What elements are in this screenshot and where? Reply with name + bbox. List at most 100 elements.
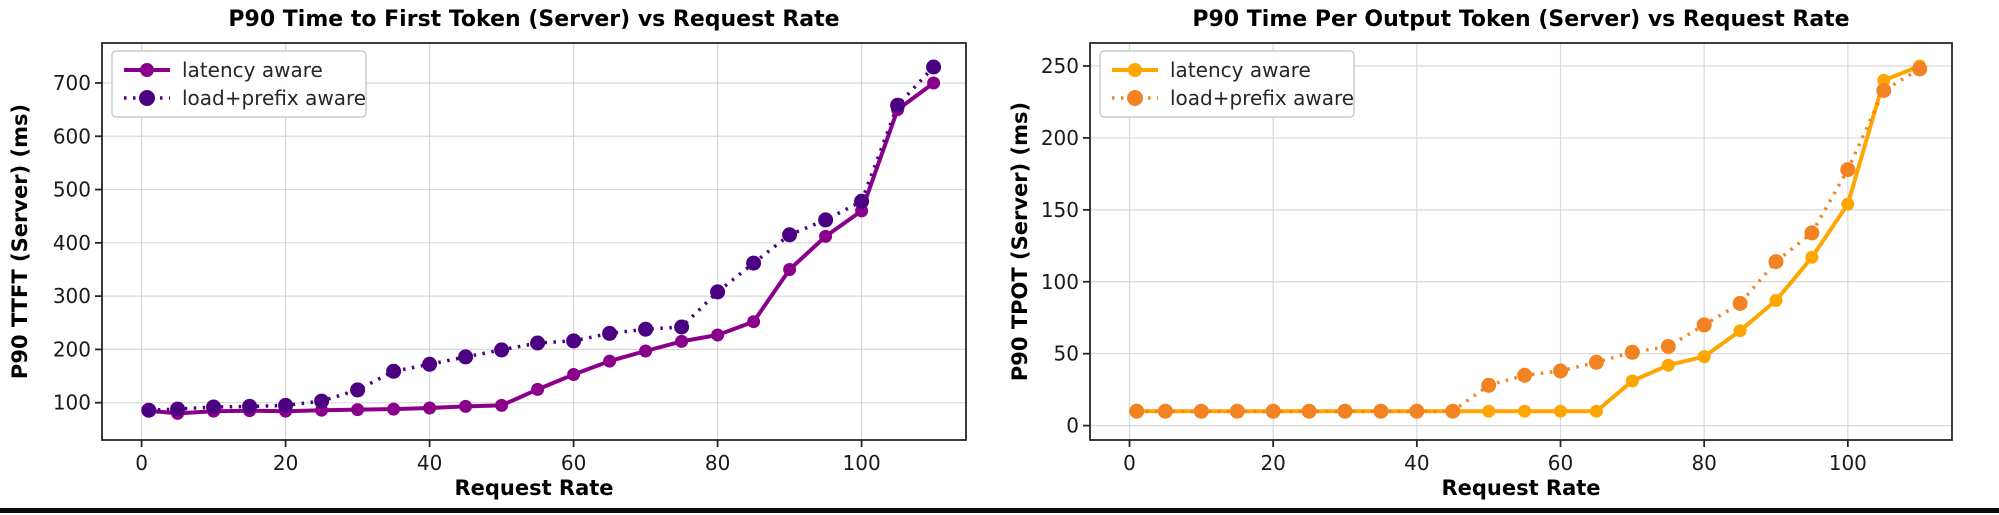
- data-point-load-prefix-aware: [854, 193, 870, 209]
- data-point-latency-aware: [495, 398, 509, 412]
- data-point-load-prefix-aware: [1129, 403, 1145, 419]
- data-point-load-prefix-aware: [674, 319, 690, 335]
- data-point-latency-aware: [639, 344, 653, 358]
- chart-panel-tpot: 0 20 40 60 80 100 0 50 100 150 200 250 latency aware…: [1000, 0, 1999, 507]
- data-point-latency-aware: [747, 315, 761, 329]
- data-point-latency-aware: [1518, 404, 1532, 418]
- data-point-latency-aware: [1589, 404, 1603, 418]
- data-point-load-prefix-aware: [1517, 367, 1533, 383]
- data-point-latency-aware: [783, 263, 797, 276]
- data-point-load-prefix-aware: [710, 284, 726, 300]
- y-tick-label: 100: [1041, 270, 1079, 294]
- x-tick-label: 20: [273, 451, 298, 475]
- x-tick-label: 100: [1829, 451, 1867, 475]
- data-point-latency-aware: [1841, 197, 1855, 211]
- data-point-load-prefix-aware: [458, 349, 474, 365]
- data-point-latency-aware: [1554, 404, 1567, 418]
- y-tick-label: 250: [1041, 54, 1079, 78]
- data-point-load-prefix-aware: [638, 321, 654, 337]
- x-tick-label: 0: [135, 451, 148, 475]
- y-axis-label: P90 TPOT (Server) (ms): [1008, 102, 1032, 381]
- x-tick-label: 40: [417, 451, 442, 475]
- data-point-load-prefix-aware: [1265, 403, 1281, 419]
- legend-marker-load-prefix-aware: [139, 90, 155, 106]
- x-tick-label: 80: [1691, 451, 1716, 475]
- data-point-latency-aware: [459, 399, 473, 413]
- y-tick-label: 700: [53, 71, 91, 95]
- data-point-load-prefix-aware: [1409, 403, 1425, 419]
- ttft-chart: 0 20 40 60 80 100 100 200 300 400 500 600 700 latency…: [8, 7, 967, 500]
- data-point-load-prefix-aware: [1624, 344, 1640, 360]
- x-tick-label: 40: [1404, 451, 1429, 475]
- legend-label: latency aware: [182, 58, 323, 82]
- data-point-load-prefix-aware: [1157, 403, 1173, 419]
- tpot-chart: 0 20 40 60 80 100 0 50 100 150 200 250 latency aware…: [1008, 7, 1953, 500]
- plot-frame: [101, 42, 967, 441]
- data-point-latency-aware: [675, 334, 689, 348]
- legend: [111, 50, 367, 118]
- data-point-load-prefix-aware: [1553, 363, 1568, 379]
- data-point-latency-aware: [1482, 404, 1496, 418]
- series-line-load-prefix-aware: [148, 65, 935, 412]
- data-point-load-prefix-aware: [278, 397, 294, 413]
- data-point-load-prefix-aware: [350, 382, 366, 398]
- data-point-latency-aware: [1877, 73, 1891, 87]
- y-tick-label: 300: [53, 284, 91, 308]
- data-point-latency-aware: [1733, 324, 1747, 338]
- chart-panel-ttft: 0 20 40 60 80 100 100 200 300 400 500 600 700 latency…: [0, 0, 1000, 507]
- data-point-load-prefix-aware: [926, 59, 942, 75]
- data-point-load-prefix-aware: [782, 227, 798, 243]
- x-tick-label: 20: [1260, 451, 1285, 475]
- data-point-load-prefix-aware: [1840, 162, 1856, 178]
- data-point-load-prefix-aware: [530, 335, 546, 351]
- data-point-load-prefix-aware: [1660, 339, 1676, 354]
- data-point-load-prefix-aware: [141, 402, 157, 418]
- x-tick-label: 100: [843, 451, 881, 475]
- legend-marker-load-prefix-aware: [1127, 90, 1143, 106]
- data-point-load-prefix-aware: [1229, 403, 1245, 419]
- data-point-latency-aware: [927, 76, 941, 90]
- legend-label: latency aware: [1170, 58, 1311, 82]
- data-point-latency-aware: [603, 354, 617, 368]
- data-point-latency-aware: [423, 401, 437, 415]
- data-point-load-prefix-aware: [1373, 403, 1389, 419]
- data-point-load-prefix-aware: [1301, 403, 1317, 419]
- data-point-latency-aware: [387, 402, 401, 416]
- data-point-latency-aware: [1769, 294, 1783, 307]
- data-point-load-prefix-aware: [746, 255, 762, 271]
- data-point-load-prefix-aware: [1193, 403, 1209, 419]
- data-point-load-prefix-aware: [566, 333, 582, 349]
- chart-title: P90 Time Per Output Token (Server) vs Re…: [1192, 7, 1849, 32]
- y-tick-label: 200: [1041, 126, 1079, 150]
- data-point-load-prefix-aware: [314, 393, 330, 409]
- y-tick-label: 600: [53, 124, 91, 148]
- data-point-load-prefix-aware: [1445, 403, 1461, 419]
- legend: [1099, 50, 1355, 118]
- y-tick-label: 200: [53, 337, 91, 361]
- x-tick-label: 60: [1548, 451, 1573, 475]
- y-tick-label: 150: [1041, 198, 1079, 222]
- data-point-load-prefix-aware: [170, 401, 186, 417]
- data-point-latency-aware: [1661, 358, 1675, 372]
- x-tick-label: 80: [705, 451, 730, 475]
- legend-label: load+prefix aware: [1170, 86, 1354, 110]
- x-axis-label: Request Rate: [1441, 476, 1600, 500]
- plot-frame: [1089, 42, 1953, 441]
- y-tick-label: 0: [1066, 414, 1079, 438]
- series-line-latency-aware: [148, 81, 935, 416]
- x-tick-label: 60: [561, 451, 586, 475]
- data-point-load-prefix-aware: [422, 356, 438, 372]
- bottom-divider: [0, 508, 1999, 513]
- x-axis-label: Request Rate: [454, 476, 613, 500]
- data-point-load-prefix-aware: [818, 212, 834, 228]
- data-point-load-prefix-aware: [1588, 354, 1604, 370]
- y-axis-label: P90 TTFT (Server) (ms): [8, 104, 32, 379]
- data-point-load-prefix-aware: [1876, 83, 1892, 98]
- series-line-latency-aware: [1136, 64, 1921, 414]
- data-point-load-prefix-aware: [602, 325, 618, 341]
- data-point-load-prefix-aware: [1337, 403, 1353, 419]
- data-point-latency-aware: [1805, 250, 1819, 264]
- data-point-latency-aware: [819, 229, 833, 243]
- data-point-latency-aware: [1625, 374, 1639, 388]
